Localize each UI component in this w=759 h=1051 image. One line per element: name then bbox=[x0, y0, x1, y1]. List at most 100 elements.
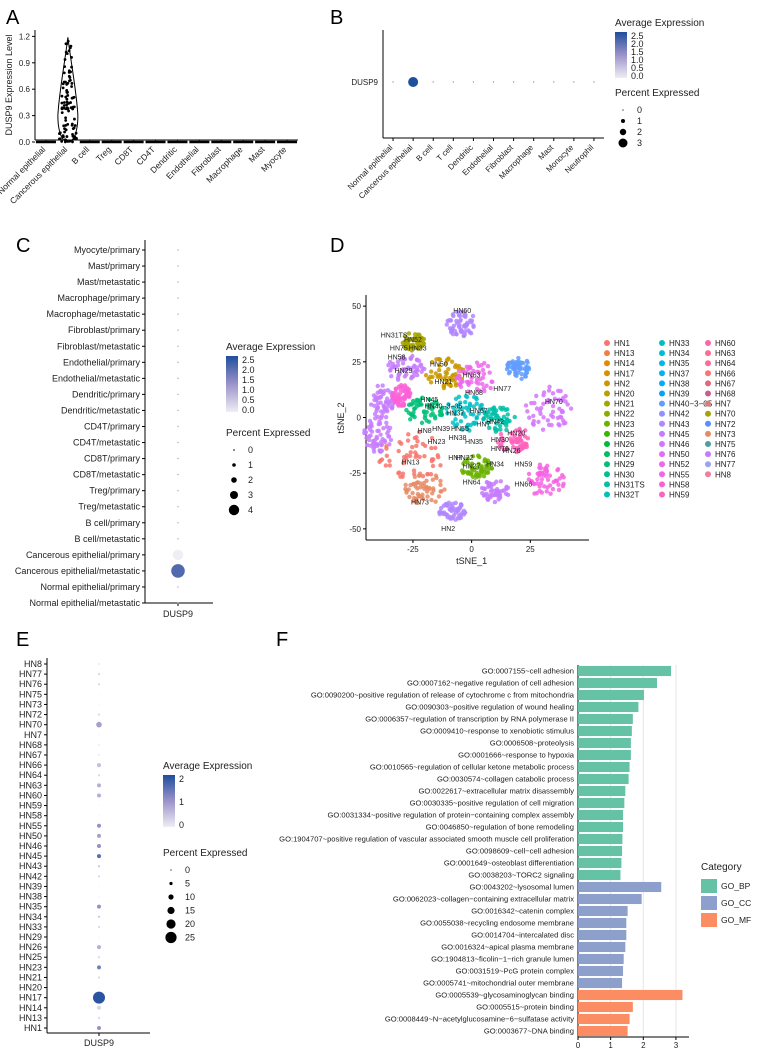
c-dot bbox=[177, 297, 179, 299]
c-dot bbox=[177, 425, 179, 428]
a-jitter-point bbox=[69, 106, 73, 110]
d-cell-point bbox=[537, 462, 543, 467]
d-cell-point bbox=[553, 478, 558, 483]
a-jitter-point bbox=[63, 138, 67, 142]
f-category-label: GO:0016342~catenin complex bbox=[471, 907, 574, 916]
d-legend-key bbox=[659, 481, 665, 488]
a-jitter-point bbox=[73, 135, 77, 139]
d-cell-point bbox=[410, 444, 415, 450]
e-dot bbox=[98, 734, 100, 736]
d-cell-point bbox=[437, 510, 442, 515]
d-cluster-label: HN55 bbox=[451, 426, 469, 433]
b-color-bar bbox=[615, 32, 627, 78]
d-cell-point bbox=[414, 368, 419, 373]
d-cell-point bbox=[517, 429, 523, 434]
d-cell-point bbox=[480, 381, 485, 387]
d-cell-point bbox=[453, 372, 458, 377]
d-legend-key bbox=[604, 370, 610, 377]
d-legend-label: HN21 bbox=[614, 400, 635, 409]
d-cell-point bbox=[419, 420, 425, 426]
a-y-tick-label: 0.0 bbox=[19, 138, 31, 147]
d-cell-point bbox=[557, 476, 562, 481]
d-cell-point bbox=[471, 404, 476, 409]
d-legend-key bbox=[659, 400, 665, 407]
d-cell-point bbox=[428, 472, 434, 477]
d-cell-point bbox=[463, 414, 468, 419]
b-color-tick: 1.0 bbox=[631, 55, 644, 65]
d-legend-key bbox=[604, 420, 610, 427]
d-cell-point bbox=[467, 330, 473, 335]
d-cell-point bbox=[378, 458, 383, 463]
d-cell-point bbox=[453, 500, 458, 506]
e-y-tick-label: HN70 bbox=[19, 720, 42, 730]
d-legend-key bbox=[604, 491, 610, 498]
d-cell-point bbox=[415, 500, 420, 506]
e-y-tick-label: HN43 bbox=[19, 861, 42, 871]
c-color-tick: 1.0 bbox=[242, 385, 255, 395]
e-y-tick-label: HN20 bbox=[19, 983, 42, 993]
d-cell-point bbox=[403, 486, 408, 492]
c-dot bbox=[177, 409, 179, 412]
d-cell-point bbox=[557, 423, 562, 428]
d-cell-point bbox=[461, 508, 467, 513]
d-legend-key bbox=[659, 430, 665, 437]
d-cell-point bbox=[404, 392, 409, 397]
e-y-tick-label: HN68 bbox=[19, 740, 42, 750]
d-cell-point bbox=[424, 478, 429, 483]
a-jitter-point bbox=[72, 105, 76, 109]
d-cell-point bbox=[529, 479, 534, 484]
d-cluster-label: HN52 bbox=[404, 337, 422, 344]
d-cluster-label: HN60 bbox=[453, 308, 471, 315]
f-category-label: GO:0009410~response to xenobiotic stimul… bbox=[420, 727, 574, 736]
d-y-tick-label: -25 bbox=[349, 469, 361, 478]
f-category-label: GO:0031334~positive regulation of protei… bbox=[327, 811, 574, 820]
e-y-tick-label: HN7 bbox=[24, 730, 42, 740]
d-cell-point bbox=[504, 366, 510, 372]
d-cell-point bbox=[383, 399, 389, 405]
d-cell-point bbox=[482, 466, 488, 472]
b-dot bbox=[408, 77, 419, 87]
c-size-legend-title: Percent Expressed bbox=[226, 428, 311, 439]
c-dot bbox=[177, 441, 179, 444]
a-jitter-point bbox=[66, 90, 69, 94]
f-bar bbox=[578, 701, 639, 713]
d-cell-point bbox=[389, 394, 395, 399]
f-bar bbox=[578, 689, 644, 701]
f-bar bbox=[578, 857, 622, 869]
d-cell-point bbox=[408, 450, 413, 455]
d-cell-point bbox=[519, 376, 524, 382]
f-category-label: GO:0014704~intercalated disc bbox=[471, 931, 574, 940]
d-legend-key bbox=[705, 350, 711, 357]
d-cell-point bbox=[482, 486, 487, 491]
d-cell-point bbox=[388, 368, 393, 373]
e-dot bbox=[97, 753, 101, 757]
c-size-key bbox=[231, 477, 237, 483]
d-cell-point bbox=[425, 494, 430, 499]
d-cell-point bbox=[485, 463, 490, 468]
d-legend-key bbox=[604, 430, 610, 437]
e-y-tick-label: HN21 bbox=[19, 972, 42, 982]
d-legend-label: HN7 bbox=[715, 400, 732, 409]
d-cell-point bbox=[404, 407, 409, 413]
d-x-tick-label: 0 bbox=[469, 545, 474, 554]
d-legend-key bbox=[659, 380, 665, 387]
d-legend-label: HN17 bbox=[614, 369, 635, 378]
e-y-tick-label: HN42 bbox=[19, 871, 42, 881]
c-dot bbox=[172, 549, 184, 561]
d-cell-point bbox=[434, 475, 439, 481]
d-cell-point bbox=[539, 477, 545, 482]
d-legend-label: HN66 bbox=[715, 369, 736, 378]
c-color-tick: 2.0 bbox=[242, 365, 255, 375]
f-bar bbox=[578, 1025, 628, 1037]
d-cell-point bbox=[401, 460, 406, 466]
d-cell-point bbox=[374, 434, 379, 440]
c-dot bbox=[177, 377, 179, 380]
d-cell-point bbox=[393, 399, 399, 404]
e-y-tick-label: HN64 bbox=[19, 770, 42, 780]
b-color-tick: 2.5 bbox=[631, 31, 644, 41]
d-cell-point bbox=[513, 428, 519, 433]
d-cell-point bbox=[398, 357, 404, 362]
b-size-label: 2 bbox=[637, 127, 642, 137]
d-cell-point bbox=[446, 318, 452, 323]
d-cell-point bbox=[446, 402, 451, 407]
